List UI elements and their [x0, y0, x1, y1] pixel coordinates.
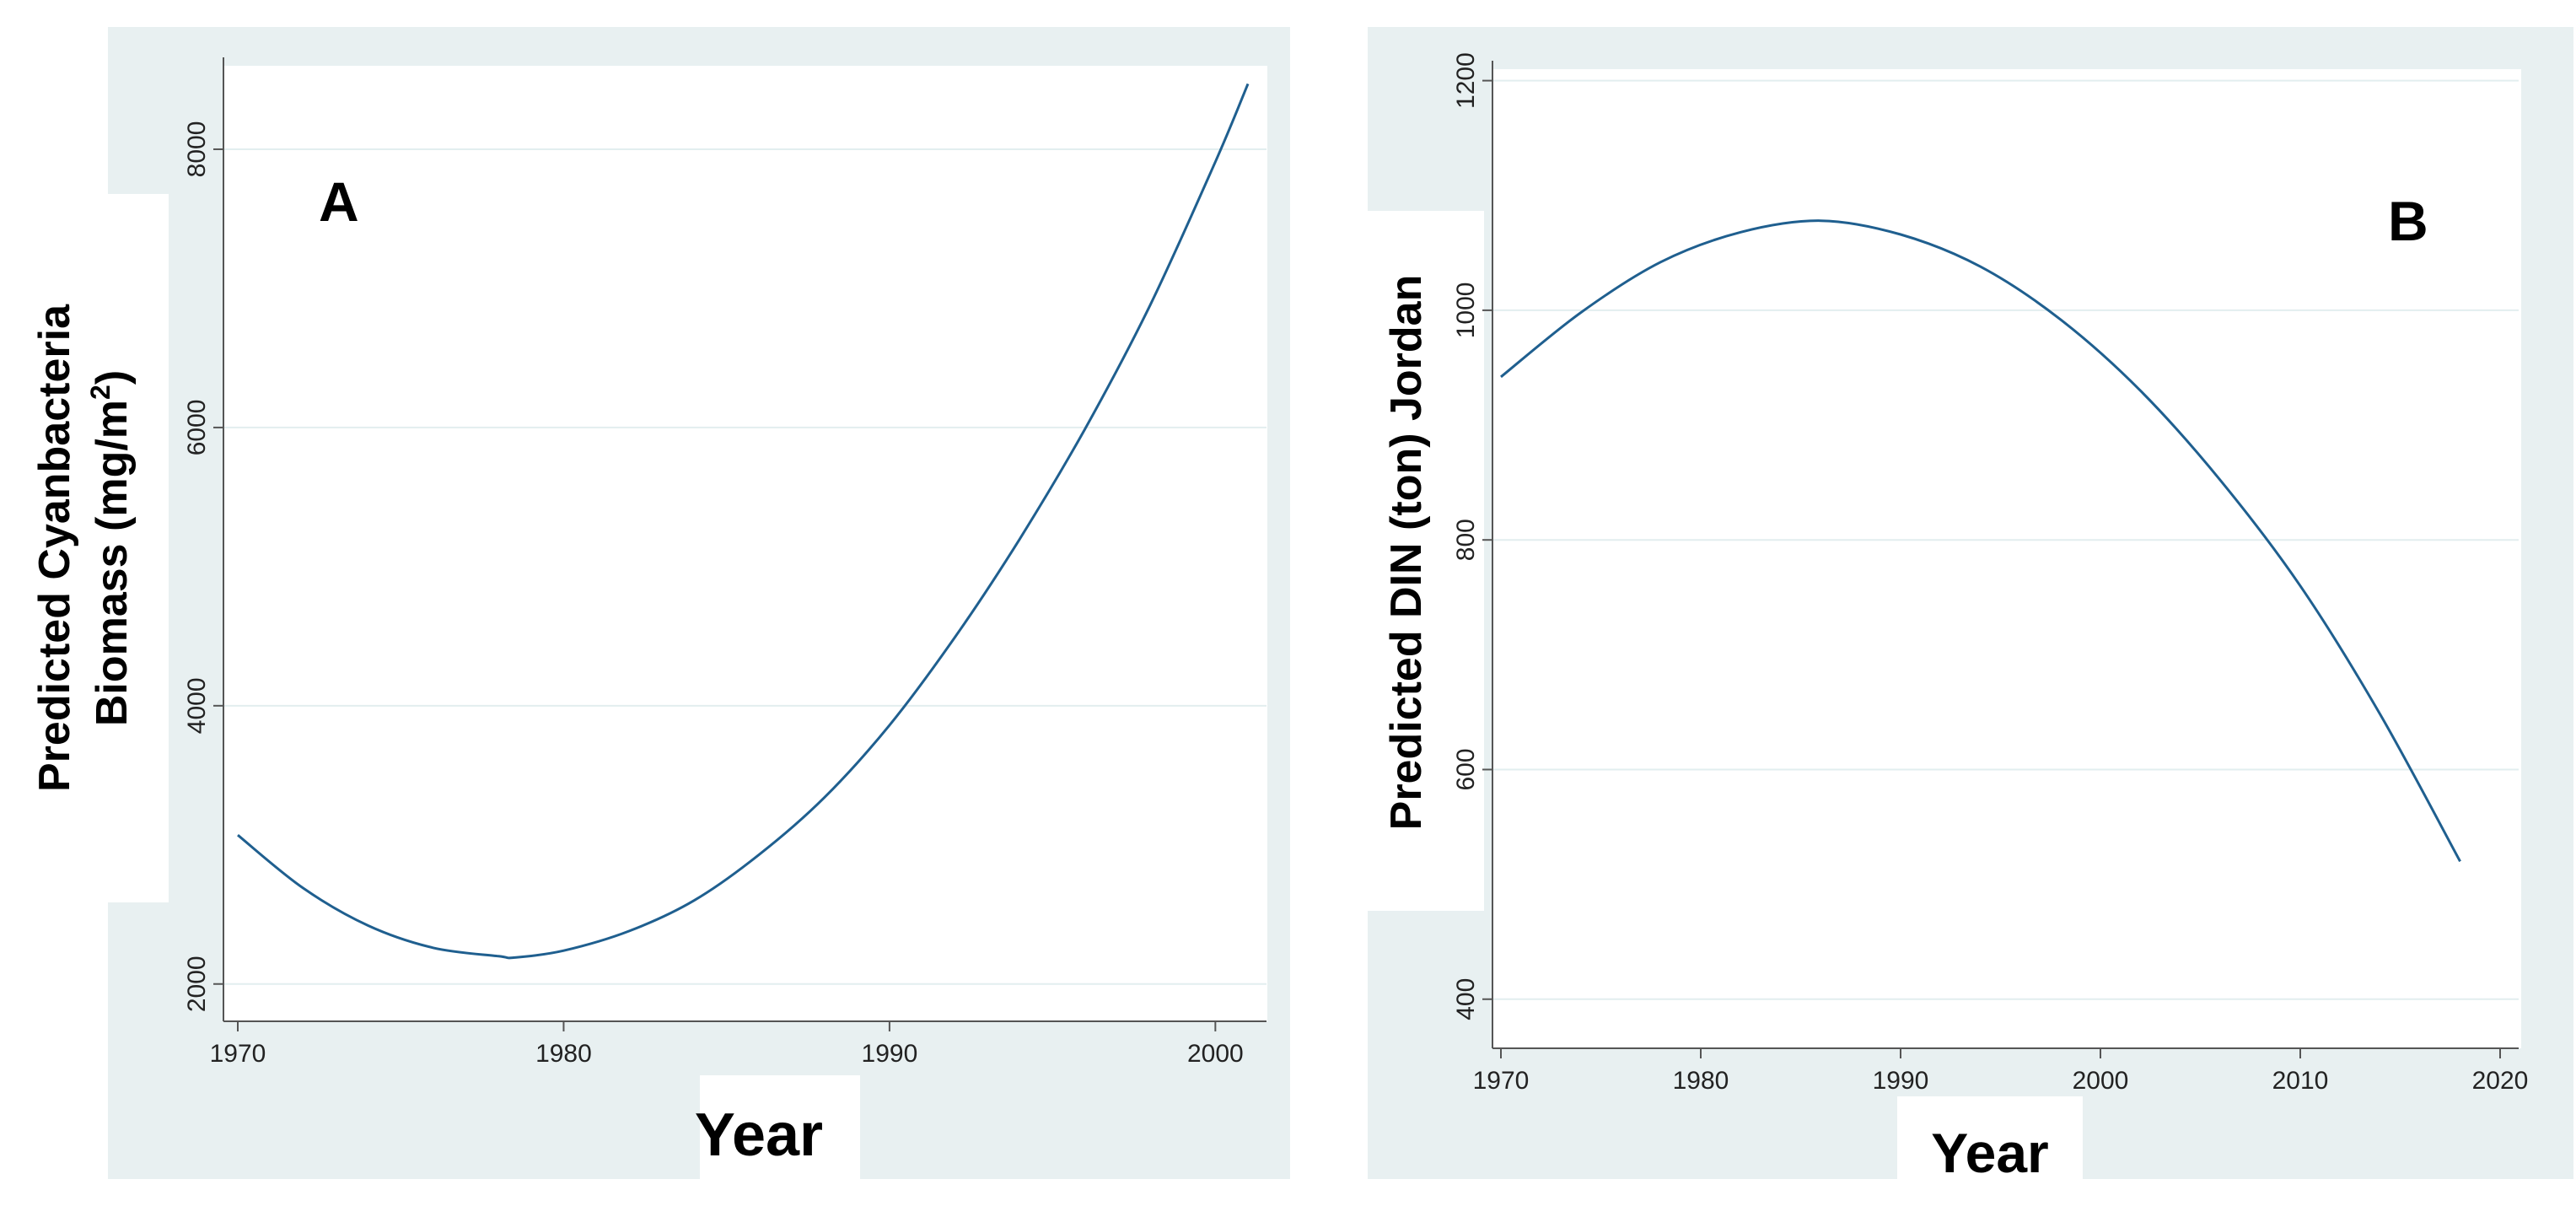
panel-b-ylabel-area [1349, 211, 1484, 911]
panel-a-x-tick-label: 1990 [862, 1040, 918, 1068]
panel-a-label: A [319, 170, 359, 233]
panel-a-x-tick-label: 1970 [210, 1040, 266, 1068]
panel-b-y-axis-title: Predicted DIN (ton) Jordan [1382, 275, 1431, 831]
panel-b-y-tick-label: 400 [1452, 978, 1480, 1020]
panel-a-y-axis-title-close: ) [88, 370, 137, 385]
panel-b-series-line [1500, 219, 2461, 863]
panel-a-xlabel-area [700, 1075, 860, 1179]
panel-b-x-tick-label: 2010 [2272, 1067, 2329, 1095]
panel-b-y-tick-label: 1000 [1452, 283, 1480, 339]
panel-a-y-tick-label: 8000 [183, 121, 211, 178]
chart-b: 400 600 800 1000 1200 1970 1980 1990 2000 2010 202… [1452, 52, 2528, 1095]
panel-b-y-tick-label: 800 [1452, 519, 1480, 561]
panel-b-x-tick-label: 1990 [1873, 1067, 1929, 1095]
chart-a: 2000 4000 6000 8000 1970 1980 1990 2000 [183, 57, 1266, 1068]
panel-a-x-tick-label: 1980 [535, 1040, 592, 1068]
panel-b-label: B [2388, 190, 2428, 252]
panel-a-ylabel-area [0, 194, 169, 902]
panel-a-y-tick-label: 4000 [183, 677, 211, 734]
panel-a-y-axis-title-line2: Biomass (mg/m2) [85, 370, 137, 726]
panel-a-y-axis-title-main: Biomass (mg/m [88, 400, 137, 726]
panel-b-x-tick-label: 2000 [2073, 1067, 2129, 1095]
panel-b-y-tick-label: 1200 [1452, 52, 1480, 109]
panel-a-plot-area [223, 66, 1267, 1021]
panel-b-plot-area [1492, 69, 2521, 1048]
panel-a-x-tick-label: 2000 [1187, 1040, 1244, 1068]
panel-b-x-tick-label: 1970 [1473, 1067, 1530, 1095]
panel-b-y-tick-label: 600 [1452, 748, 1480, 790]
panel-b-x-axis-title: Year [1931, 1122, 2048, 1184]
panel-a-y-tick-label: 2000 [183, 956, 211, 1012]
panel-a-y-axis-title-superscript: 2 [85, 385, 116, 400]
panel-a-x-axis-title: Year [695, 1101, 823, 1169]
panel-b-xlabel-area [1897, 1096, 2083, 1179]
panel-a-y-axis-title-line1: Predicted Cyanbacteria [30, 304, 79, 792]
panel-b-x-tick-label: 1980 [1673, 1067, 1729, 1095]
panel-a-y-tick-label: 6000 [183, 400, 211, 456]
panel-a-series-line [237, 83, 1250, 960]
panel-b-x-tick-label: 2020 [2472, 1067, 2529, 1095]
